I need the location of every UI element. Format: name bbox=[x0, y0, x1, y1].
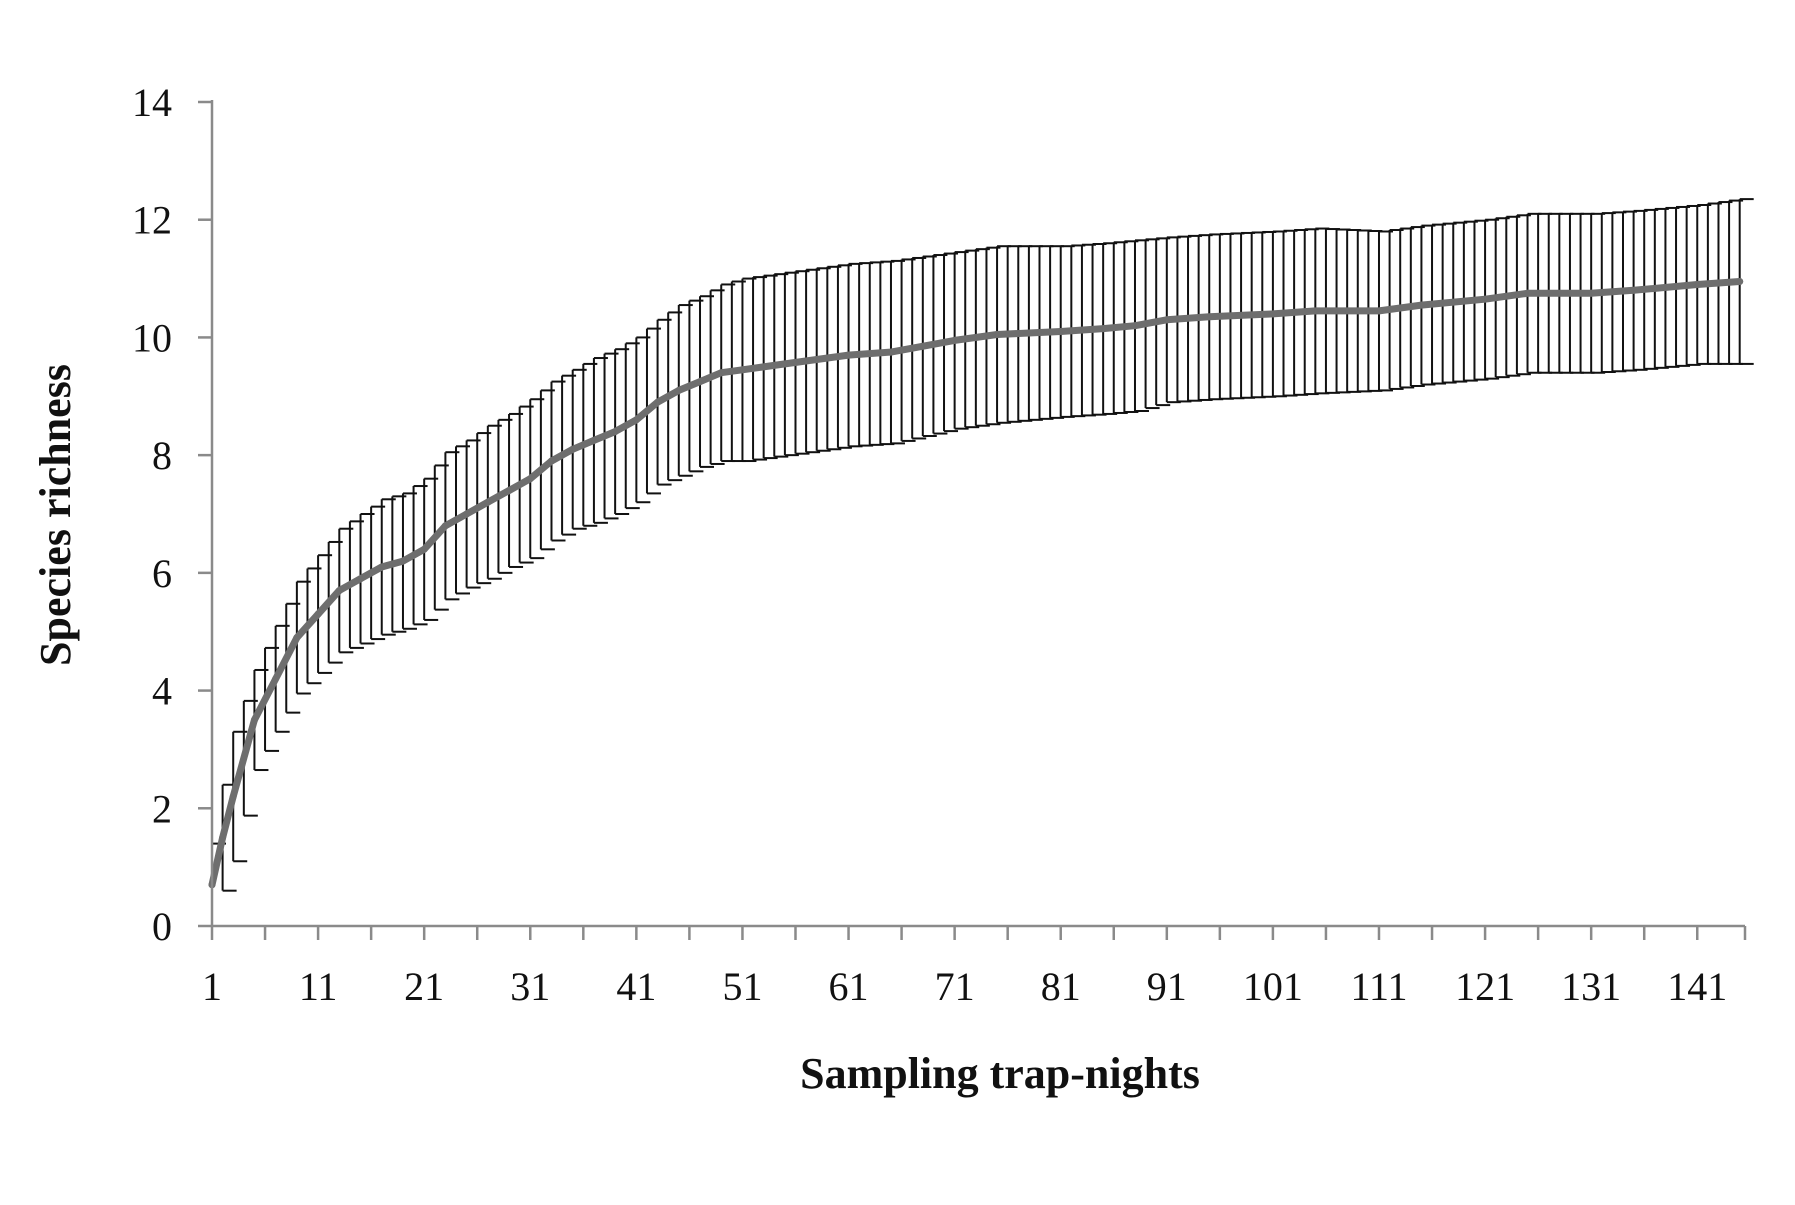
data-point bbox=[632, 416, 640, 424]
x-tick-label: 51 bbox=[722, 964, 762, 1009]
data-point bbox=[1375, 307, 1383, 315]
error-bars bbox=[211, 198, 1754, 927]
data-point bbox=[1131, 322, 1139, 330]
y-tick-labels: 0 2 4 6 8 10 12 14 bbox=[132, 80, 172, 949]
data-point bbox=[654, 398, 662, 406]
data-point bbox=[293, 634, 301, 642]
data-point bbox=[1099, 325, 1107, 333]
data-point bbox=[272, 675, 280, 683]
x-tick-label: 21 bbox=[404, 964, 444, 1009]
data-point bbox=[569, 445, 577, 453]
data-point bbox=[1311, 307, 1319, 315]
data-point bbox=[887, 348, 895, 356]
data-point bbox=[1057, 328, 1065, 336]
x-tick-label: 61 bbox=[829, 964, 869, 1009]
data-point bbox=[1693, 280, 1701, 288]
data-point bbox=[590, 436, 598, 444]
data-point bbox=[505, 486, 513, 494]
y-axis-title: Species richness bbox=[31, 364, 80, 666]
data-point bbox=[1587, 289, 1595, 297]
x-tick-label: 121 bbox=[1455, 964, 1515, 1009]
series-line-group bbox=[208, 278, 1744, 889]
data-point bbox=[993, 330, 1001, 338]
x-tick-label: 111 bbox=[1350, 964, 1407, 1009]
data-point bbox=[219, 834, 227, 842]
data-point bbox=[951, 336, 959, 344]
x-tick-label: 11 bbox=[299, 964, 338, 1009]
data-point bbox=[611, 428, 619, 436]
data-point bbox=[335, 587, 343, 595]
x-tick-label: 91 bbox=[1147, 964, 1187, 1009]
data-point bbox=[314, 610, 322, 618]
data-point bbox=[250, 716, 258, 724]
x-tick-label: 131 bbox=[1561, 964, 1621, 1009]
x-tick-label: 141 bbox=[1667, 964, 1727, 1009]
y-tick-label: 2 bbox=[152, 786, 172, 831]
data-point bbox=[484, 498, 492, 506]
data-point bbox=[1630, 286, 1638, 294]
y-tick-label: 6 bbox=[152, 551, 172, 596]
data-point bbox=[526, 475, 534, 483]
x-tick-labels: 1 11 21 31 41 51 61 71 81 91 101 111 121 131 141 bbox=[202, 964, 1727, 1009]
data-point bbox=[738, 366, 746, 374]
data-point bbox=[441, 522, 449, 530]
data-point bbox=[675, 386, 683, 394]
data-point bbox=[1481, 295, 1489, 303]
x-tick-label: 81 bbox=[1041, 964, 1081, 1009]
data-point bbox=[357, 575, 365, 583]
x-tick-label: 41 bbox=[616, 964, 656, 1009]
x-axis-title: Sampling trap-nights bbox=[800, 1049, 1200, 1098]
data-point bbox=[378, 563, 386, 571]
data-point bbox=[1524, 289, 1532, 297]
y-tick-label: 14 bbox=[132, 80, 172, 125]
data-point bbox=[845, 351, 853, 359]
y-tick-label: 0 bbox=[152, 904, 172, 949]
data-point bbox=[547, 457, 555, 465]
x-tick-label: 101 bbox=[1243, 964, 1303, 1009]
data-point bbox=[1163, 316, 1171, 324]
data-point bbox=[781, 360, 789, 368]
x-tick-label: 1 bbox=[202, 964, 222, 1009]
y-tick-label: 10 bbox=[132, 315, 172, 360]
data-point bbox=[229, 793, 237, 801]
y-tick-label: 8 bbox=[152, 433, 172, 478]
y-tick-label: 4 bbox=[152, 669, 172, 714]
data-point bbox=[717, 369, 725, 377]
data-point bbox=[420, 545, 428, 553]
x-tick-label: 31 bbox=[510, 964, 550, 1009]
data-point bbox=[399, 557, 407, 565]
data-point bbox=[1736, 278, 1744, 286]
data-point bbox=[463, 510, 471, 518]
y-tick-label: 12 bbox=[132, 198, 172, 243]
axes bbox=[198, 100, 1747, 940]
x-tick-label: 71 bbox=[935, 964, 975, 1009]
data-point bbox=[1269, 310, 1277, 318]
data-point bbox=[1417, 301, 1425, 309]
data-point bbox=[696, 378, 704, 386]
data-point bbox=[1205, 313, 1213, 321]
